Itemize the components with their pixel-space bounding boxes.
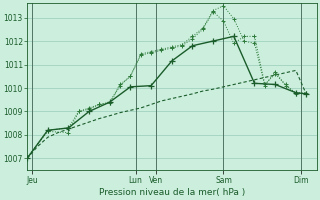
- X-axis label: Pression niveau de la mer( hPa ): Pression niveau de la mer( hPa ): [99, 188, 245, 197]
